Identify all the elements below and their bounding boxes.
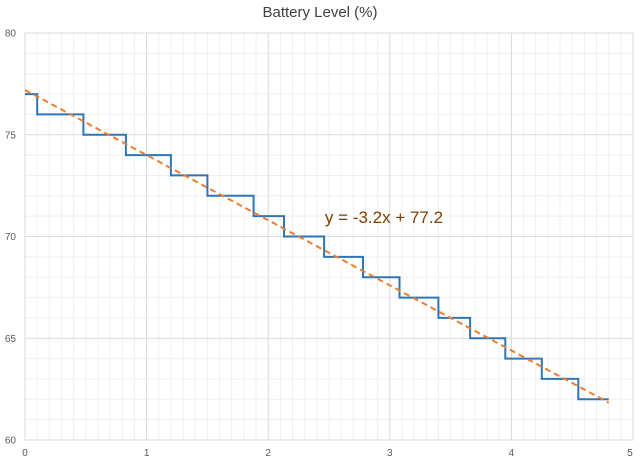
y-tick-label: 80 (5, 29, 17, 40)
x-tick-label: 2 (265, 448, 271, 459)
plot-area (24, 32, 634, 441)
y-tick-label: 65 (5, 334, 17, 345)
trendline-equation: y = -3.2x + 77.2 (325, 208, 443, 227)
linear-trendline (24, 89, 610, 404)
x-tick-label: 1 (144, 448, 150, 459)
x-tick-label: 3 (387, 448, 393, 459)
y-tick-label: 70 (5, 232, 17, 243)
x-tick-label: 5 (627, 448, 633, 459)
chart-title: Battery Level (%) (262, 4, 377, 21)
tick-labels: 0 1 2 3 4 5 60 65 70 75 80 (5, 29, 633, 460)
y-tick-label: 60 (5, 436, 17, 447)
y-tick-label: 75 (5, 130, 17, 141)
x-tick-label: 0 (22, 448, 28, 459)
x-tick-label: 4 (509, 448, 515, 459)
battery-level-series (25, 93, 609, 401)
plot-frame (24, 32, 634, 441)
